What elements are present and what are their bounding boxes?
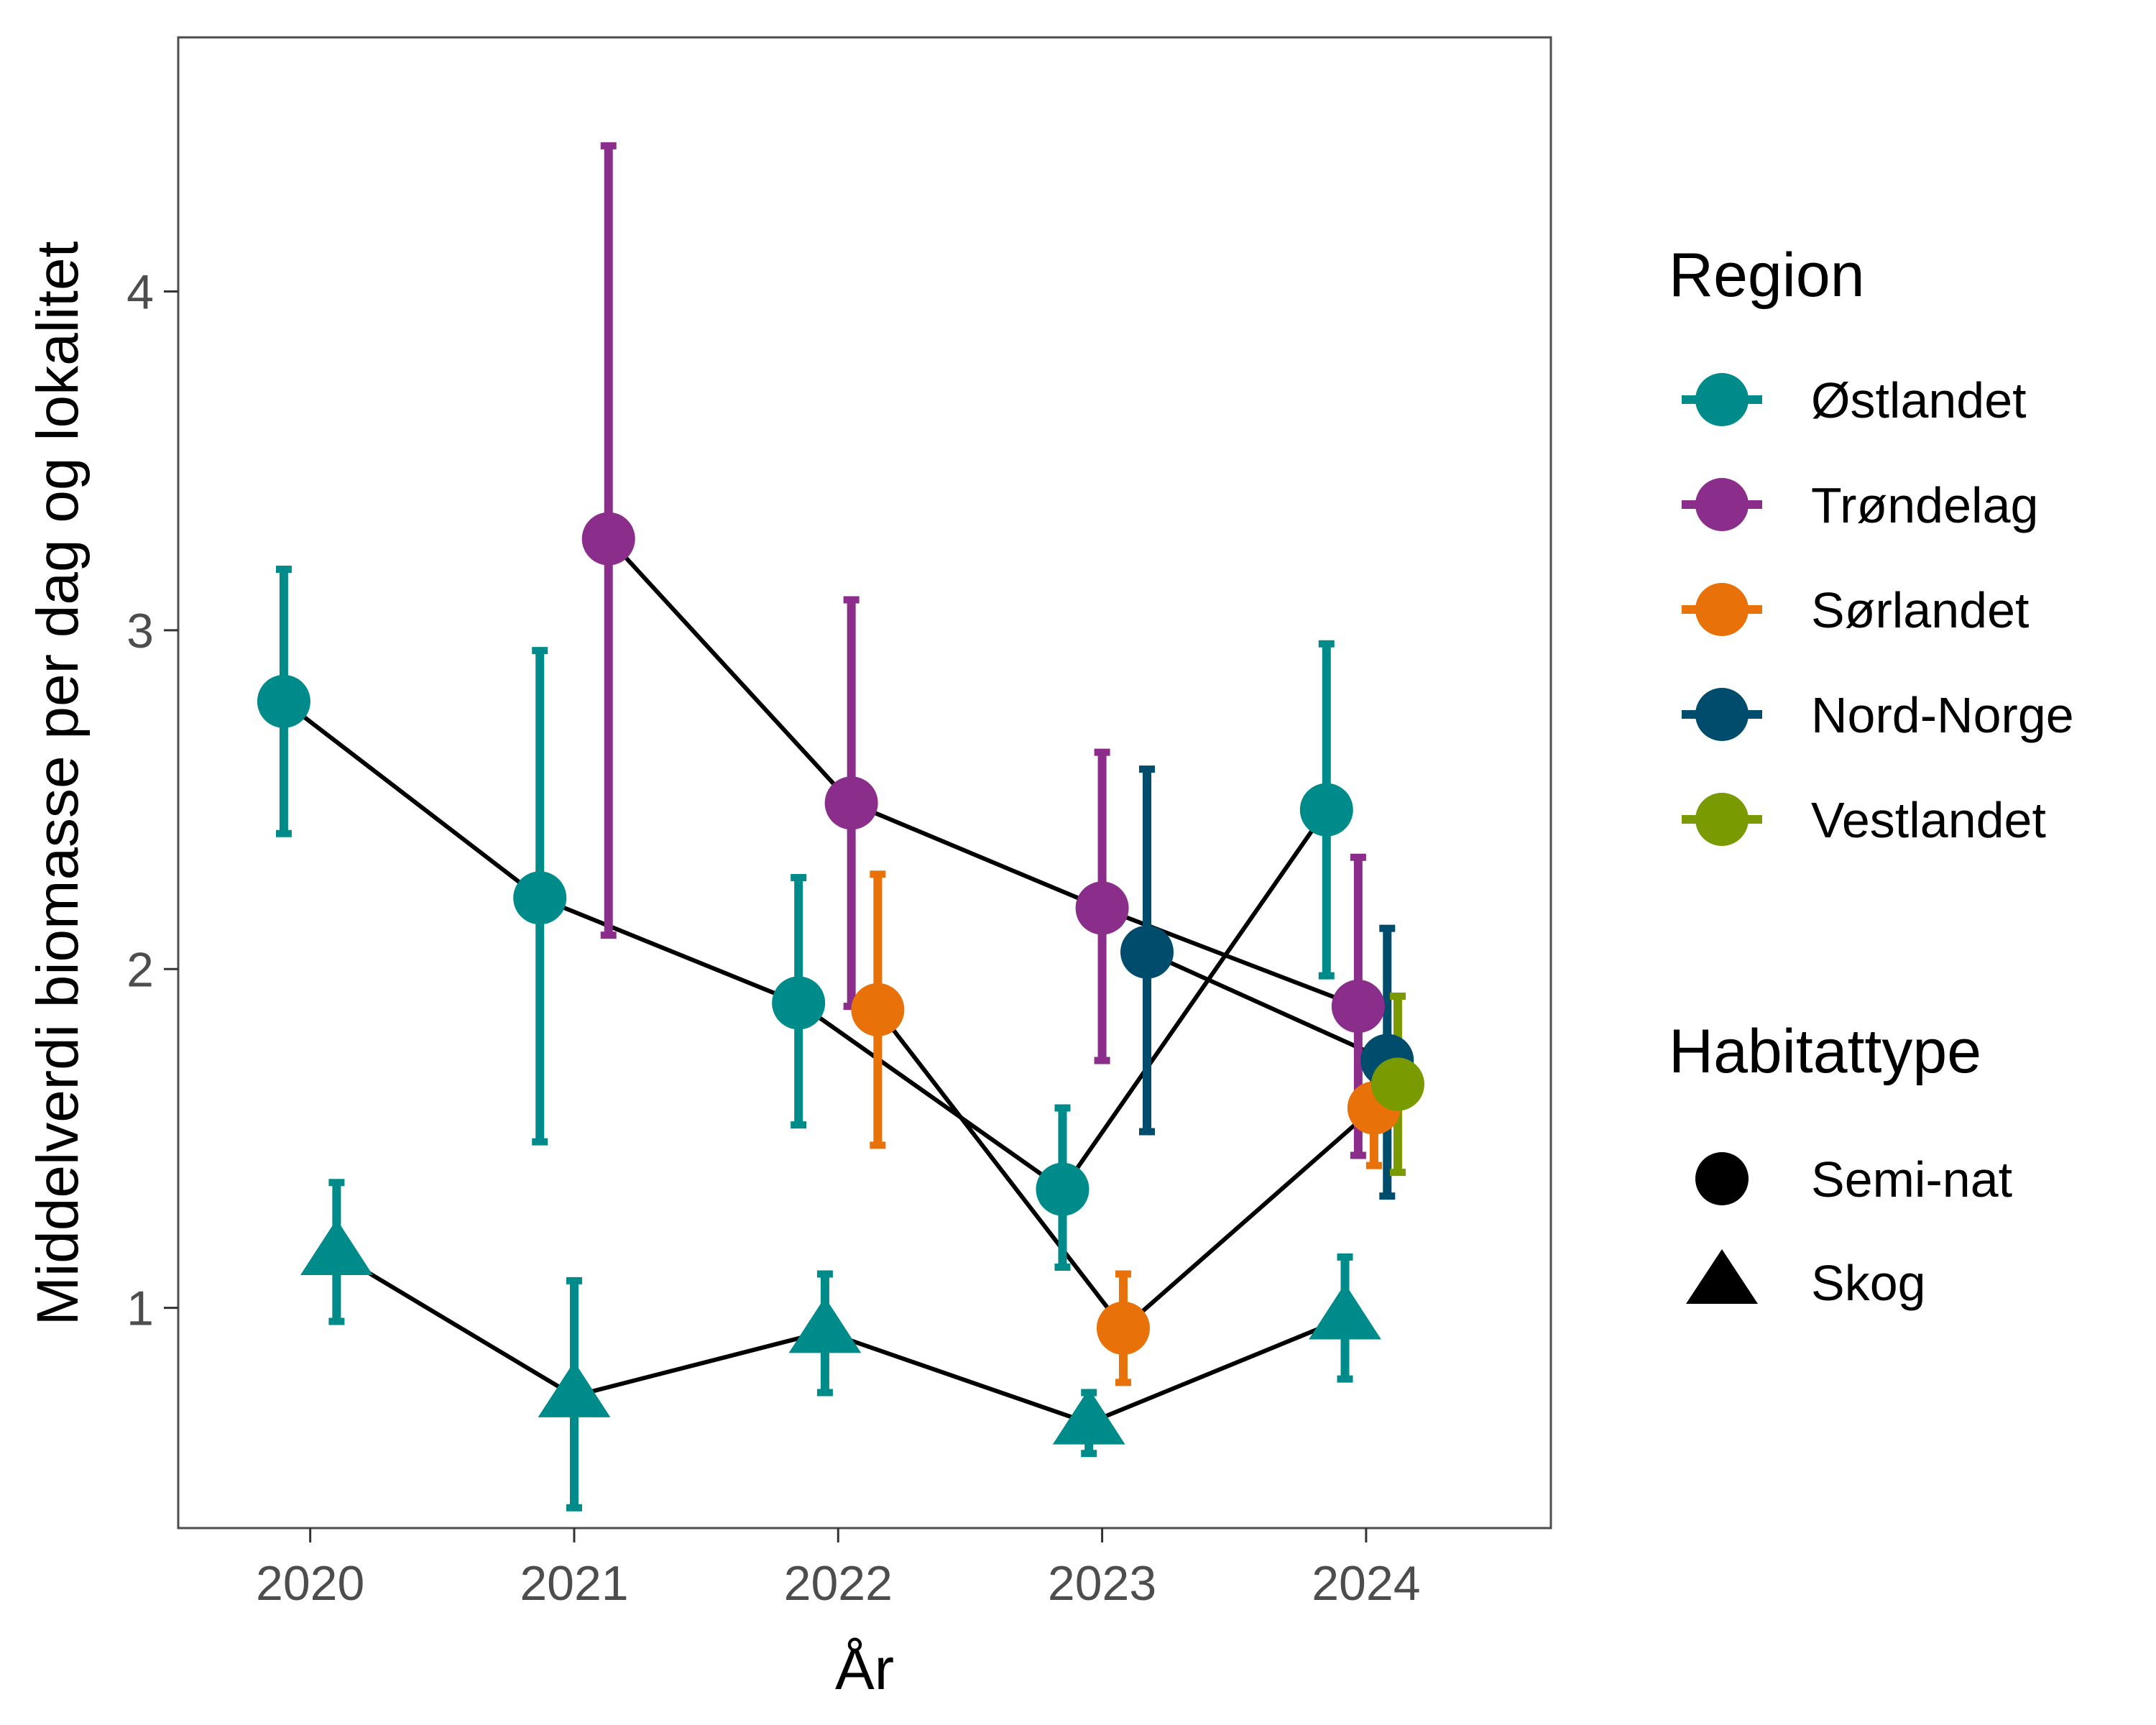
- legend-label: Østlandet: [1811, 372, 2027, 428]
- data-point-circle: [851, 983, 905, 1036]
- data-point-circle: [1120, 925, 1174, 979]
- trend-line: [607, 537, 1359, 1008]
- data-points: [257, 512, 1424, 1445]
- data-point-circle: [824, 776, 878, 830]
- x-tick-label: 2020: [256, 1556, 364, 1611]
- trend-line: [1146, 949, 1388, 1063]
- legend-key-marker: [1695, 478, 1749, 531]
- legend-key-marker: [1695, 688, 1749, 741]
- legend-key-triangle: [1686, 1249, 1758, 1304]
- data-point-circle: [1075, 881, 1129, 935]
- legend: Region Østlandet Trøndelag Sørlandet Nord-N…: [1669, 241, 2074, 1311]
- legend-key-marker: [1695, 793, 1749, 846]
- data-point-circle: [513, 871, 567, 925]
- y-tick-label: 3: [126, 604, 154, 658]
- legend-label: Vestlandet: [1811, 792, 2046, 848]
- legend-label: Sørlandet: [1811, 582, 2029, 638]
- legend-title-region: Region: [1669, 241, 1865, 310]
- data-point-circle: [257, 674, 310, 728]
- data-point-triangle: [1309, 1283, 1381, 1340]
- y-axis-title: Middelverdi biomasse per dag og lokalite…: [25, 241, 91, 1325]
- data-point-triangle: [300, 1219, 373, 1275]
- data-point-circle: [581, 512, 635, 566]
- legend-label: Skog: [1811, 1255, 1926, 1311]
- axis-ticks: 2020 2021 2022 2023 2024 1 2 3 4: [126, 265, 1420, 1611]
- data-point-circle: [772, 976, 826, 1030]
- legend-key-circle: [1695, 1152, 1749, 1205]
- y-tick-label: 1: [126, 1282, 154, 1336]
- y-tick-label: 2: [126, 942, 154, 997]
- legend-label: Trøndelag: [1811, 477, 2038, 533]
- legend-region-items: Østlandet Trøndelag Sørlandet Nord-Norge Ves…: [1682, 372, 2074, 848]
- data-point-triangle: [1052, 1388, 1125, 1445]
- legend-key-marker: [1695, 373, 1749, 426]
- x-tick-label: 2022: [784, 1556, 893, 1611]
- data-point-circle: [1331, 980, 1385, 1034]
- y-tick-label: 4: [126, 265, 154, 320]
- data-point-circle: [1370, 1057, 1424, 1111]
- data-point-triangle: [538, 1361, 611, 1417]
- data-point-circle: [1096, 1301, 1150, 1355]
- x-axis-title: År: [835, 1637, 894, 1702]
- x-tick-label: 2021: [520, 1556, 628, 1611]
- data-point-circle: [1036, 1162, 1089, 1216]
- legend-habitat-items: Semi-nat Skog: [1686, 1151, 2012, 1311]
- x-tick-label: 2023: [1048, 1556, 1156, 1611]
- legend-title-habitat: Habitattype: [1669, 1017, 1981, 1086]
- data-point-circle: [1299, 783, 1353, 837]
- legend-label: Nord-Norge: [1811, 687, 2074, 743]
- data-point-triangle: [788, 1297, 862, 1353]
- legend-key-marker: [1695, 583, 1749, 636]
- legend-label: Semi-nat: [1811, 1151, 2012, 1208]
- x-tick-label: 2024: [1312, 1556, 1420, 1611]
